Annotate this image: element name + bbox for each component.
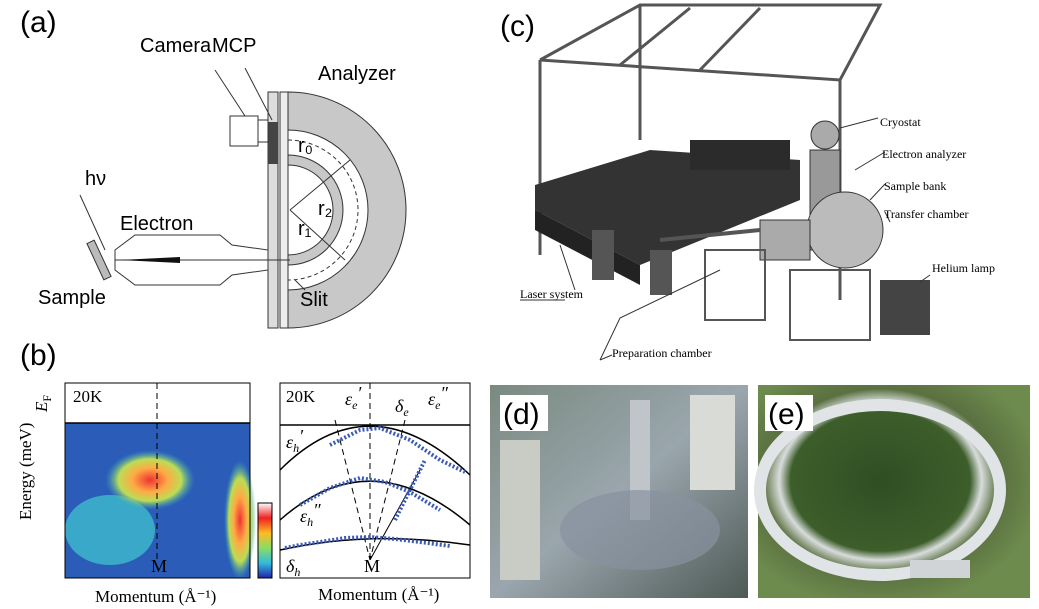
label: r₂ <box>318 198 332 220</box>
panel-label: (c) <box>500 10 535 43</box>
text-part: F <box>40 395 54 402</box>
x-axis-label: Momentum (Å⁻¹) <box>95 587 216 606</box>
cryostat-top <box>811 121 839 149</box>
camera-lens <box>258 120 268 142</box>
colorbar <box>258 503 272 578</box>
text-part: h <box>294 565 300 579</box>
label: r₁ <box>298 218 312 240</box>
text-part: e <box>403 405 409 419</box>
label: Sample bank <box>884 179 946 193</box>
plate <box>280 92 288 328</box>
prep-frame <box>705 250 765 320</box>
label: Electron <box>120 213 193 235</box>
leader <box>215 70 245 116</box>
table-leg <box>650 250 672 295</box>
label: Cryostat <box>880 115 921 129</box>
text-part: E <box>32 401 51 413</box>
panel-d: (d) <box>490 385 748 598</box>
panel-a: (a) Camera MCP Analyzer hν Electron Samp… <box>20 6 406 328</box>
label: MCP <box>212 35 256 57</box>
heatmap-region <box>224 460 256 580</box>
laser-box <box>690 140 790 170</box>
text-part: ″ <box>313 500 321 520</box>
point-label: M <box>364 556 380 576</box>
camera-body <box>230 116 258 146</box>
y-axis-label: Energy (meV) <box>16 423 35 520</box>
label: Laser system <box>520 287 584 301</box>
panel-label: (b) <box>20 339 57 372</box>
figure: (a) Camera MCP Analyzer hν Electron Samp… <box>0 0 1039 609</box>
heatmap-region <box>105 450 195 510</box>
sample-plate <box>87 240 111 280</box>
panel-e: (e) <box>758 385 1030 598</box>
chamber <box>760 220 810 260</box>
table-leg <box>592 230 614 280</box>
label: Preparation chamber <box>612 346 712 360</box>
photo-equipment <box>560 490 720 570</box>
support-frame <box>790 270 870 340</box>
label: Electron analyzer <box>882 147 966 161</box>
temperature: 20K <box>73 387 103 406</box>
building <box>910 560 970 578</box>
panel-b: (b) 20K M EF Energy (meV) Momentum (Å⁻¹)… <box>16 339 470 606</box>
panel-label: (d) <box>503 398 540 431</box>
label: Camera <box>140 35 212 57</box>
panel-c: (c) Cryostat Electron analyzer Sample ba… <box>500 5 995 360</box>
temperature: 20K <box>286 387 316 406</box>
analyzer <box>807 192 883 268</box>
point-label: M <box>151 556 167 576</box>
fermi-label: EF <box>32 395 54 413</box>
label: Analyzer <box>318 63 396 85</box>
photo-rack <box>500 440 540 580</box>
x-axis-label: Momentum (Å⁻¹) <box>318 585 439 604</box>
panel-label: (e) <box>768 398 805 431</box>
photo-panel <box>690 395 735 490</box>
text-part: ″ <box>440 383 448 403</box>
panel-label: (a) <box>20 6 57 39</box>
label: Slit <box>300 289 328 311</box>
mcp-plate <box>268 122 278 164</box>
label: Helium lamp <box>932 261 995 275</box>
label: Transfer chamber <box>884 207 969 221</box>
label: Sample <box>38 287 106 309</box>
label: hν <box>85 168 106 190</box>
helium-lamp <box>880 280 930 335</box>
label: r₀ <box>298 135 313 157</box>
